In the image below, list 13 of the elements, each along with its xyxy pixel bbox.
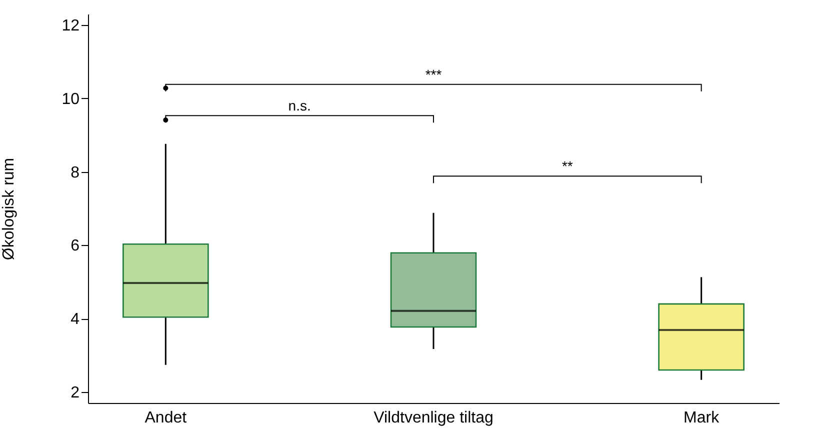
y-tick-label: 2 <box>70 384 80 402</box>
y-axis-title: Økologisk rum <box>0 158 18 260</box>
y-tick-label: 6 <box>70 238 80 255</box>
x-tick-label: Mark <box>684 410 720 426</box>
y-tick-label: 10 <box>62 90 80 108</box>
y-tick-label: 4 <box>70 311 80 328</box>
annotation: ** <box>562 158 574 174</box>
y-tick-label: 8 <box>70 164 80 182</box>
y-tick-label: 12 <box>62 18 80 35</box>
annotation: *** <box>425 66 442 82</box>
x-tick-label: Vildtvenlige tiltag <box>374 410 494 426</box>
x-tick-label: Andet <box>144 410 188 426</box>
annotation: n.s. <box>288 98 311 114</box>
